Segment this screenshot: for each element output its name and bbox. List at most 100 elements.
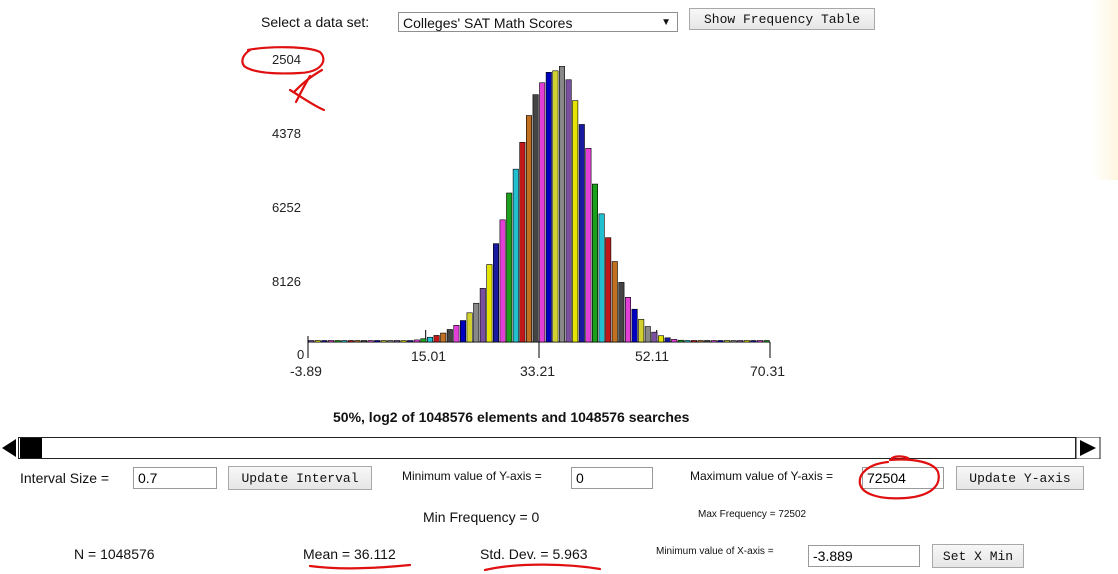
histogram-bar (321, 340, 328, 343)
histogram-bar (644, 326, 651, 343)
histogram-bar (407, 340, 414, 343)
histogram-bar (519, 142, 526, 343)
histogram-bar (651, 331, 658, 343)
n-count: N = 1048576 (74, 546, 155, 562)
histogram-bar (334, 340, 341, 343)
histogram-bar (361, 340, 368, 343)
histogram-bar (387, 340, 394, 343)
histogram-bar (400, 340, 407, 343)
set-x-min-button[interactable]: Set X Min (932, 544, 1024, 568)
max-y-axis-label: Maximum value of Y-axis = (690, 469, 834, 483)
scroll-thumb[interactable] (20, 438, 42, 458)
update-y-axis-button[interactable]: Update Y-axis (956, 466, 1084, 490)
histogram-bar (558, 66, 565, 343)
histogram-bar (354, 340, 361, 343)
horizontal-scrollbar[interactable] (0, 437, 1102, 459)
histogram-bar (380, 340, 387, 343)
mean-value: Mean = 36.112 (303, 546, 396, 562)
histogram-bar (479, 288, 486, 343)
x-tick-label: -3.89 (290, 363, 322, 379)
histogram-bar (347, 340, 354, 343)
red-circle-annotation (858, 455, 940, 500)
interval-size-input[interactable] (133, 467, 217, 489)
histogram-bar (460, 320, 467, 343)
min-y-axis-label: Minimum value of Y-axis = (402, 469, 542, 483)
y-tick-label: 2504 (272, 52, 301, 67)
histogram-bar (565, 79, 572, 343)
histogram-bar (578, 124, 585, 343)
histogram-bar (539, 82, 546, 343)
x-tick-label: 52.11 (635, 348, 669, 364)
red-handwritten-annotation (241, 46, 326, 112)
chart-caption: 50%, log2 of 1048576 elements and 104857… (333, 409, 690, 425)
histogram-bar (756, 340, 763, 343)
min-x-axis-input[interactable] (808, 545, 920, 567)
histogram-bar (308, 340, 315, 343)
page-edge-strip (1092, 0, 1118, 180)
histogram-bar (743, 340, 750, 343)
histogram-bar (545, 72, 552, 343)
histogram-bar (750, 340, 757, 343)
histogram-bar (433, 335, 440, 343)
min-frequency: Min Frequency = 0 (423, 509, 540, 525)
x-tick-label: 15.01 (411, 348, 447, 364)
histogram-bar (413, 339, 420, 343)
histogram-bar (717, 340, 724, 343)
y-tick-label: 8126 (272, 274, 301, 289)
histogram-bar (367, 340, 374, 343)
std-dev-value: Std. Dev. = 5.963 (480, 546, 588, 562)
histogram-bar (657, 335, 664, 343)
histogram-bar (723, 340, 730, 343)
histogram-bar (710, 340, 717, 343)
histogram-bar (440, 332, 447, 343)
histogram-bar (664, 337, 671, 343)
histogram-bar (512, 168, 519, 343)
max-y-axis-input[interactable] (862, 467, 944, 489)
histogram-bar (453, 325, 460, 343)
histogram-bar (697, 340, 704, 343)
interval-size-label: Interval Size = (20, 470, 110, 486)
histogram-bar (763, 340, 770, 343)
histogram-bar (506, 192, 513, 343)
x-tick-label: 33.21 (520, 363, 556, 379)
histogram-bar (585, 148, 592, 343)
y-tick-label: 6252 (272, 200, 301, 215)
min-x-axis-label: Minimum value of X-axis = (656, 546, 774, 557)
histogram-bar (532, 94, 539, 343)
histogram-bar (624, 296, 631, 343)
histogram-bar (525, 115, 532, 343)
histogram-bar (598, 213, 605, 343)
histogram-bar (420, 338, 427, 343)
histogram-bar (611, 261, 618, 343)
histogram-bar (446, 329, 453, 343)
min-y-axis-input[interactable] (571, 467, 653, 489)
show-frequency-table-button[interactable]: Show Frequency Table (689, 8, 875, 30)
max-frequency: Max Frequency = 72502 (698, 509, 807, 520)
histogram-bar (572, 100, 579, 343)
red-underline-annotations (308, 563, 602, 572)
histogram-bar (493, 243, 500, 343)
x-tick-label: 70.31 (750, 363, 786, 379)
histogram-bar (671, 339, 678, 343)
histogram-bar (427, 336, 434, 343)
histogram-chart (307, 66, 771, 358)
y-tick-label: 0 (297, 347, 305, 362)
scroll-right-icon[interactable] (1076, 437, 1102, 459)
histogram-bar (737, 340, 744, 343)
histogram-bar (631, 308, 638, 343)
histogram-bar (618, 282, 625, 343)
scroll-left-icon[interactable] (0, 437, 18, 459)
histogram-bar (314, 340, 321, 343)
histogram-bar (690, 340, 697, 343)
histogram-bar (591, 183, 598, 343)
histogram-bar (730, 340, 737, 343)
update-interval-button[interactable]: Update Interval (228, 466, 372, 490)
histogram-bar (677, 339, 684, 343)
histogram-bar (704, 340, 711, 343)
y-tick-label: 4378 (272, 126, 301, 141)
data-set-select[interactable]: Colleges' SAT Math Scores ▼ (398, 12, 678, 32)
select-data-set-label: Select a data set: (261, 14, 370, 30)
histogram-bar (499, 219, 506, 343)
histogram-bar (638, 319, 645, 343)
histogram-bar (486, 264, 493, 343)
